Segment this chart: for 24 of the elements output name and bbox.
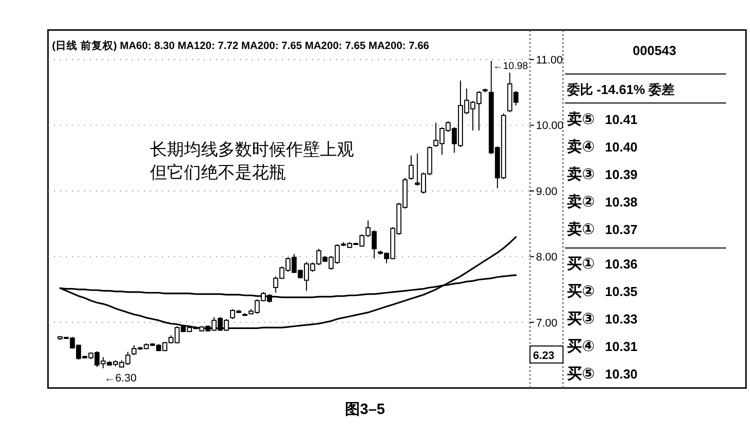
text: 卖③ 10.39 bbox=[567, 166, 638, 183]
text: 6.23 bbox=[533, 350, 554, 362]
text: 卖① 10.37 bbox=[567, 221, 638, 238]
annotation: 但它们绝不是花瓶 bbox=[150, 163, 286, 182]
text: 委比 -14.61% 委差 bbox=[566, 82, 675, 97]
text: 卖⑤ 10.41 bbox=[567, 111, 638, 128]
annotation: 长期均线多数时候作壁上观 bbox=[150, 140, 354, 159]
y-tick-label: 11.00 bbox=[536, 54, 563, 67]
text: 买③ 10.33 bbox=[567, 310, 638, 328]
text: 买② 10.35 bbox=[567, 283, 638, 300]
y-tick-label: 10.00 bbox=[536, 120, 564, 132]
y-tick-label: 8.00 bbox=[536, 252, 558, 264]
annotation: ←10.98 bbox=[492, 61, 528, 72]
text: 买⑤ 10.30 bbox=[567, 366, 638, 382]
text: (日线 前复权) MA60: 8.30 MA120: 7.72 MA200: 7.65 MA200: 7.65 MA200: 7.66 bbox=[52, 39, 430, 52]
caption: 图3–5 bbox=[344, 401, 386, 418]
y-tick-label: 9.00 bbox=[536, 186, 558, 198]
text: 买① 10.36 bbox=[567, 256, 638, 272]
text: 000543 bbox=[632, 43, 676, 58]
annotation: ←6.30 bbox=[104, 372, 137, 384]
text: 卖④ 10.40 bbox=[567, 138, 638, 156]
text: 卖② 10.38 bbox=[567, 194, 638, 210]
y-tick-label: 7.00 bbox=[536, 317, 558, 330]
text: 买④ 10.31 bbox=[567, 338, 638, 355]
